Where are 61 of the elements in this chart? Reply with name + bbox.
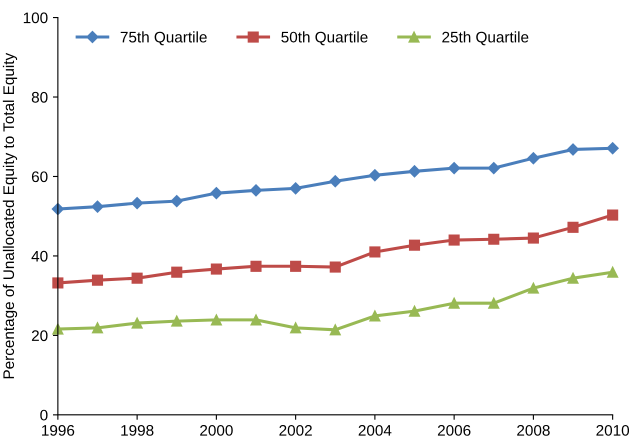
point — [567, 272, 579, 284]
x-tick-label: 2006 — [438, 424, 470, 436]
point — [290, 260, 302, 272]
legend-label: 75th Quartile — [120, 31, 207, 46]
point — [408, 240, 420, 251]
point — [290, 182, 302, 194]
point — [290, 322, 302, 334]
x-tick-label: 1996 — [42, 424, 74, 436]
point — [250, 314, 262, 326]
point — [330, 324, 341, 336]
legend-label: 50th Quartile — [281, 31, 368, 46]
point — [171, 266, 182, 278]
x-tick-label: 2008 — [517, 424, 550, 436]
point — [408, 306, 420, 317]
point — [448, 162, 460, 174]
x-tick-label: 2010 — [596, 424, 629, 436]
point — [91, 200, 104, 213]
y-tick-label: 80 — [32, 92, 48, 103]
point — [528, 282, 539, 294]
point — [329, 175, 342, 188]
point — [52, 277, 64, 289]
point — [488, 234, 500, 245]
point — [607, 209, 618, 221]
point — [369, 246, 380, 258]
point — [92, 274, 104, 286]
point — [210, 187, 222, 200]
point — [250, 184, 262, 196]
point — [527, 152, 540, 164]
point — [607, 266, 618, 278]
point — [488, 162, 500, 174]
point — [488, 298, 500, 309]
y-tick-label: 60 — [32, 171, 48, 182]
x-tick-label: 2002 — [279, 424, 312, 436]
point — [330, 262, 341, 273]
point — [606, 142, 619, 154]
x-tick-label: 1998 — [121, 424, 154, 436]
point — [210, 314, 222, 326]
point — [567, 222, 579, 233]
x-tick-label: 2000 — [200, 424, 233, 436]
y-axis-title: Percentage of Unallocated Equity to Total Equity — [2, 52, 18, 378]
y-tick-label: 100 — [24, 12, 48, 24]
legend-label: 25th Quartile — [442, 31, 528, 46]
point — [566, 143, 580, 156]
point — [210, 263, 222, 275]
point — [132, 272, 143, 284]
point — [92, 322, 104, 334]
x-tick-label: 2004 — [358, 424, 392, 436]
y-tick-label: 0 — [40, 410, 48, 421]
point — [408, 165, 421, 178]
point — [171, 316, 182, 327]
point — [170, 195, 183, 208]
point — [250, 260, 262, 272]
point — [368, 169, 381, 182]
point — [528, 232, 539, 244]
point — [448, 234, 460, 246]
y-tick-label: 20 — [32, 330, 48, 342]
point — [132, 318, 143, 329]
point — [369, 310, 380, 322]
point — [448, 298, 460, 309]
point — [131, 197, 144, 210]
y-tick-label: 40 — [32, 250, 48, 262]
